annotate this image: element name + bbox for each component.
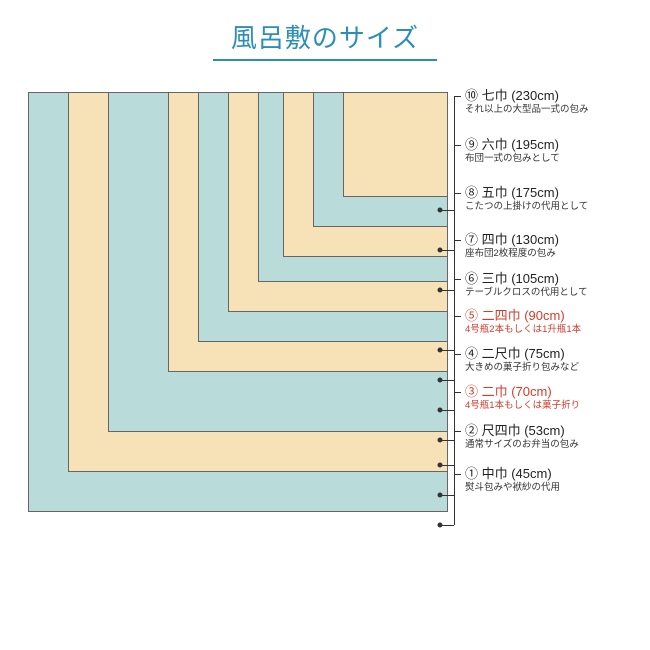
size-label-main: ⑥ 三巾 (105cm) (465, 271, 588, 287)
leader-seg (454, 145, 461, 146)
size-label-sub: 布団一式の包みとして (465, 153, 560, 164)
leader-seg (440, 495, 454, 496)
size-label-1: ① 中巾 (45cm)熨斗包みや袱紗の代用 (465, 466, 560, 493)
size-label-sub: 4号瓶2本もしくは1升瓶1本 (465, 324, 581, 335)
size-label-7: ⑦ 四巾 (130cm)座布団2枚程度の包み (465, 232, 559, 259)
title-text: 風呂敷のサイズ (213, 18, 437, 61)
size-label-main: ⑩ 七巾 (230cm) (465, 88, 589, 104)
leader-seg (440, 290, 454, 291)
size-label-sub: 熨斗包みや袱紗の代用 (465, 482, 560, 493)
square-1 (343, 92, 448, 197)
leader-seg (454, 431, 461, 432)
size-label-main: ① 中巾 (45cm) (465, 466, 560, 482)
leader-seg (454, 354, 461, 355)
size-label-main: ⑧ 五巾 (175cm) (465, 185, 588, 201)
size-diagram (28, 92, 448, 622)
leader-seg (454, 193, 461, 194)
leader-seg (440, 465, 454, 466)
leader-seg (440, 250, 454, 251)
leader-seg (454, 474, 461, 475)
leader-seg (440, 380, 454, 381)
size-label-main: ⑦ 四巾 (130cm) (465, 232, 559, 248)
leader-seg (454, 279, 461, 280)
size-label-main: ④ 二尺巾 (75cm) (465, 346, 579, 362)
size-label-sub: 大きめの菓子折り包みなど (465, 362, 579, 373)
leader-seg (454, 392, 461, 393)
size-label-sub: こたつの上掛けの代用として (465, 201, 588, 212)
size-label-main: ⑤ 二四巾 (90cm) (465, 308, 581, 324)
size-label-5: ⑤ 二四巾 (90cm)4号瓶2本もしくは1升瓶1本 (465, 308, 581, 335)
size-label-sub: 4号瓶1本もしくは菓子折り (465, 400, 580, 411)
leader-seg (454, 474, 455, 525)
size-label-sub: 座布団2枚程度の包み (465, 248, 559, 259)
page-title: 風呂敷のサイズ (0, 0, 650, 69)
leader-seg (440, 210, 454, 211)
size-label-main: ⑨ 六巾 (195cm) (465, 137, 560, 153)
leader-seg (440, 440, 454, 441)
size-label-sub: 通常サイズのお弁当の包み (465, 439, 579, 450)
size-label-sub: テーブルクロスの代用として (465, 287, 588, 298)
size-label-main: ② 尺四巾 (53cm) (465, 423, 579, 439)
leader-seg (454, 96, 461, 97)
leader-seg (454, 316, 461, 317)
size-label-10: ⑩ 七巾 (230cm)それ以上の大型品一式の包み (465, 88, 589, 115)
size-label-9: ⑨ 六巾 (195cm)布団一式の包みとして (465, 137, 560, 164)
size-label-8: ⑧ 五巾 (175cm)こたつの上掛けの代用として (465, 185, 588, 212)
size-label-4: ④ 二尺巾 (75cm)大きめの菓子折り包みなど (465, 346, 579, 373)
size-label-3: ③ 二巾 (70cm)4号瓶1本もしくは菓子折り (465, 384, 580, 411)
size-label-main: ③ 二巾 (70cm) (465, 384, 580, 400)
size-label-sub: それ以上の大型品一式の包み (465, 104, 589, 115)
leader-seg (454, 240, 461, 241)
size-label-2: ② 尺四巾 (53cm)通常サイズのお弁当の包み (465, 423, 579, 450)
leader-seg (440, 410, 454, 411)
size-label-6: ⑥ 三巾 (105cm)テーブルクロスの代用として (465, 271, 588, 298)
leader-seg (440, 350, 454, 351)
leader-seg (440, 525, 454, 526)
